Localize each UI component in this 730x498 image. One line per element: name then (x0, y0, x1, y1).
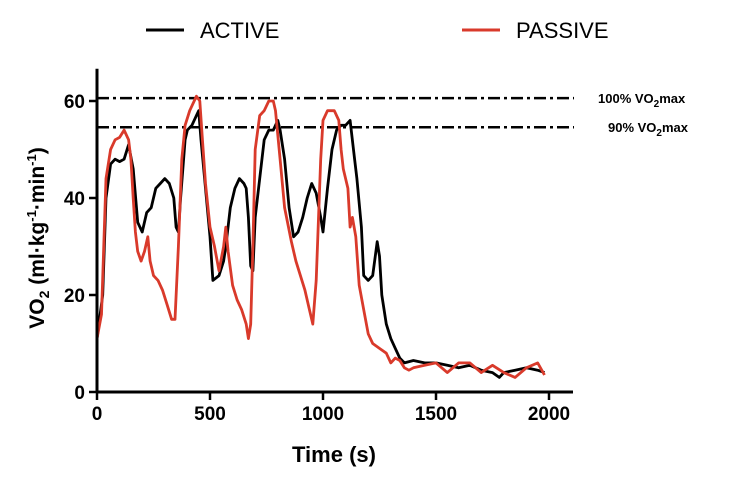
series-line-passive (95, 94, 546, 379)
legend-label-active: ACTIVE (200, 18, 279, 43)
y-tick-label: 40 (64, 189, 85, 210)
axes: 0 500 1000 1500 2000 0 20 40 60 (64, 68, 573, 425)
legend: ACTIVE PASSIVE (146, 18, 609, 43)
x-tick-label: 500 (194, 404, 226, 425)
x-tick-label: 0 (92, 404, 103, 425)
y-axis-label: VO2 (ml·kg-1·min-1) (24, 147, 52, 328)
x-tick-label: 1500 (415, 404, 457, 425)
reference-line-label: 100% VO2max (598, 91, 686, 110)
legend-label-passive: PASSIVE (516, 18, 609, 43)
x-tick-label: 2000 (528, 404, 570, 425)
y-tick-label: 0 (74, 383, 85, 404)
y-tick-label: 60 (64, 92, 85, 113)
x-tick-label: 1000 (302, 404, 344, 425)
series-lines (95, 94, 546, 379)
reference-lines: 100% VO2max 90% VO2max (97, 91, 689, 139)
y-tick-label: 20 (64, 286, 85, 307)
x-axis-label: Time (s) (292, 442, 376, 467)
reference-line-label: 90% VO2max (608, 120, 689, 139)
